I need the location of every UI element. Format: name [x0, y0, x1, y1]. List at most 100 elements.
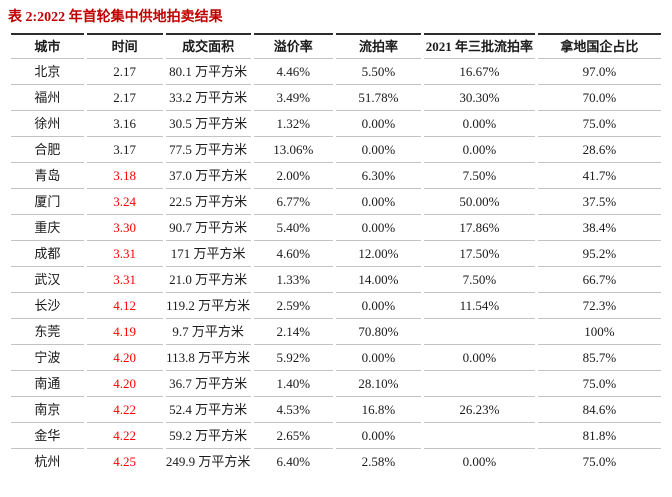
cell-fail-rate: 6.30%: [335, 163, 422, 189]
table-row: 长沙 4.12 119.2 万平方米 2.59% 0.00% 11.54% 72…: [11, 293, 661, 319]
cell-premium-rate: 13.06%: [253, 137, 333, 163]
cell-premium-rate: 5.92%: [253, 345, 333, 371]
cell-premium-rate: 1.33%: [253, 267, 333, 293]
cell-premium-rate: 4.53%: [253, 397, 333, 423]
cell-time: 3.30: [86, 215, 163, 241]
table-row: 武汉 3.31 21.0 万平方米 1.33% 14.00% 7.50% 66.…: [11, 267, 661, 293]
cell-city: 青岛: [11, 163, 84, 189]
cell-area: 80.1 万平方米: [165, 59, 251, 85]
cell-premium-rate: 2.59%: [253, 293, 333, 319]
cell-city: 武汉: [11, 267, 84, 293]
cell-fail-rate-2021: 26.23%: [424, 397, 535, 423]
cell-area: 171 万平方米: [165, 241, 251, 267]
cell-city: 重庆: [11, 215, 84, 241]
cell-city: 杭州: [34, 453, 61, 469]
cell-fail-rate: 70.80%: [335, 319, 422, 345]
table-row: 福州 2.17 33.2 万平方米 3.49% 51.78% 30.30% 70…: [11, 85, 661, 111]
cell-area: 9.7 万平方米: [165, 319, 251, 345]
cell-area: 37.0 万平方米: [165, 163, 251, 189]
cell-soe-share: 100%: [537, 319, 661, 345]
cell-fail-rate-2021: [424, 319, 535, 345]
table-row: 杭州 4.25 249.9 万平方米 6.40% 2.58% 0.00% 75.…: [11, 449, 661, 474]
cell-fail-rate: 0.00%: [335, 423, 422, 449]
table-row: 北京 2.17 80.1 万平方米 4.46% 5.50% 16.67% 97.…: [11, 59, 661, 85]
cell-time: 4.22: [86, 423, 163, 449]
cell-city: 北京: [11, 59, 84, 85]
cell-area: 36.7 万平方米: [165, 371, 251, 397]
cell-soe-share: 28.6%: [537, 137, 661, 163]
cell-time: 4.25: [113, 453, 136, 469]
cell-time: 4.20: [86, 371, 163, 397]
cell-premium-rate: 1.32%: [253, 111, 333, 137]
land-auction-table: 城市 时间 成交面积 溢价率 流拍率 2021 年三批流拍率 拿地国企占比 北京…: [8, 33, 664, 474]
table-row: 南通 4.20 36.7 万平方米 1.40% 28.10% 75.0%: [11, 371, 661, 397]
table-row: 金华 4.22 59.2 万平方米 2.65% 0.00% 81.8%: [11, 423, 661, 449]
cell-time: 3.16: [86, 111, 163, 137]
cell-area: 52.4 万平方米: [165, 397, 251, 423]
cell-city: 合肥: [11, 137, 84, 163]
table-row: 重庆 3.30 90.7 万平方米 5.40% 0.00% 17.86% 38.…: [11, 215, 661, 241]
cell-premium-rate: 1.40%: [253, 371, 333, 397]
cell-time: 2.17: [86, 59, 163, 85]
cell-fail-rate-2021: 0.00%: [424, 137, 535, 163]
cell-fail-rate-2021: 7.50%: [424, 267, 535, 293]
column-header-premium-rate: 溢价率: [253, 33, 333, 59]
cell-fail-rate: 0.00%: [335, 111, 422, 137]
cell-area: 30.5 万平方米: [165, 111, 251, 137]
cell-soe-share: 37.5%: [537, 189, 661, 215]
cell-city: 东莞: [11, 319, 84, 345]
table-row: 成都 3.31 171 万平方米 4.60% 12.00% 17.50% 95.…: [11, 241, 661, 267]
cell-time: 3.17: [86, 137, 163, 163]
cell-soe-share: 97.0%: [537, 59, 661, 85]
cell-soe-share: 81.8%: [537, 423, 661, 449]
cell-city: 宁波: [11, 345, 84, 371]
cell-premium-rate: 2.14%: [253, 319, 333, 345]
table-body: 北京 2.17 80.1 万平方米 4.46% 5.50% 16.67% 97.…: [11, 59, 661, 474]
cell-area: 119.2 万平方米: [165, 293, 251, 319]
cell-premium-rate: 4.60%: [253, 241, 333, 267]
cell-premium-rate: 5.40%: [253, 215, 333, 241]
cell-fail-rate: 0.00%: [335, 215, 422, 241]
cell-premium-rate: 2.65%: [253, 423, 333, 449]
cell-soe-share: 75.0%: [537, 371, 661, 397]
cell-time: 2.17: [86, 85, 163, 111]
cell-area: 22.5 万平方米: [165, 189, 251, 215]
cell-premium-rate: 3.49%: [253, 85, 333, 111]
cell-fail-rate-2021: 17.86%: [424, 215, 535, 241]
table-row: 厦门 3.24 22.5 万平方米 6.77% 0.00% 50.00% 37.…: [11, 189, 661, 215]
cell-time: 4.19: [86, 319, 163, 345]
table-row: 东莞 4.19 9.7 万平方米 2.14% 70.80% 100%: [11, 319, 661, 345]
cell-fail-rate: 16.8%: [335, 397, 422, 423]
header-row: 城市 时间 成交面积 溢价率 流拍率 2021 年三批流拍率 拿地国企占比: [11, 33, 661, 59]
cell-time: 4.20: [86, 345, 163, 371]
cell-soe-share: 66.7%: [537, 267, 661, 293]
cell-city: 成都: [11, 241, 84, 267]
cell-city: 金华: [11, 423, 84, 449]
column-header-area: 成交面积: [165, 33, 251, 59]
cell-fail-rate-2021: 0.00%: [462, 453, 497, 469]
cell-premium-rate: 6.40%: [276, 453, 311, 469]
cell-soe-share: 75.0%: [582, 453, 617, 469]
cell-premium-rate: 2.00%: [253, 163, 333, 189]
table-row: 宁波 4.20 113.8 万平方米 5.92% 0.00% 0.00% 85.…: [11, 345, 661, 371]
table-row: 合肥 3.17 77.5 万平方米 13.06% 0.00% 0.00% 28.…: [11, 137, 661, 163]
cell-city: 厦门: [11, 189, 84, 215]
cell-area: 249.9 万平方米: [165, 453, 251, 469]
cell-time: 3.24: [86, 189, 163, 215]
cell-fail-rate-2021: 0.00%: [424, 345, 535, 371]
column-header-soe-share: 拿地国企占比: [537, 33, 661, 59]
cell-fail-rate: 12.00%: [335, 241, 422, 267]
cell-fail-rate: 0.00%: [335, 293, 422, 319]
cell-soe-share: 84.6%: [537, 397, 661, 423]
cell-soe-share: 85.7%: [537, 345, 661, 371]
cell-fail-rate-2021: 30.30%: [424, 85, 535, 111]
cell-fail-rate-2021: 0.00%: [424, 111, 535, 137]
cell-premium-rate: 4.46%: [253, 59, 333, 85]
column-header-fail-rate: 流拍率: [335, 33, 422, 59]
cell-area: 77.5 万平方米: [165, 137, 251, 163]
cell-city: 南京: [11, 397, 84, 423]
cell-time: 3.31: [86, 241, 163, 267]
cell-fail-rate-2021: 17.50%: [424, 241, 535, 267]
cell-fail-rate-2021: [424, 423, 535, 449]
